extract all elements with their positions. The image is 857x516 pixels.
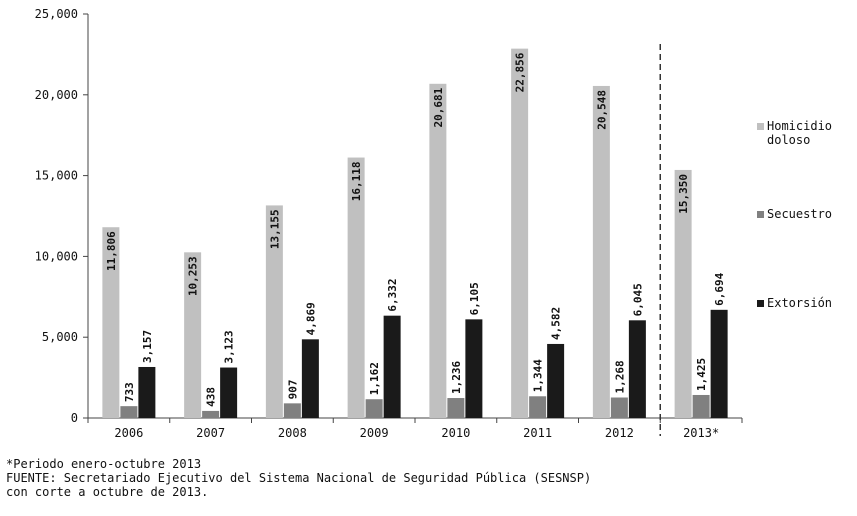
- labels-layer: 11,806 733 3,157 10,253 438 3,123 13,155 907 4,8…: [105, 52, 726, 407]
- legend-label-homicidio: doloso: [767, 133, 810, 147]
- data-label-secuestro: 1,236: [450, 361, 463, 394]
- bar-secuestro: [447, 398, 465, 418]
- y-tick-label: 15,000: [35, 169, 78, 183]
- y-tick-label: 0: [71, 411, 78, 425]
- x-category-label: 2013*: [683, 426, 719, 440]
- bar-secuestro: [283, 403, 301, 418]
- legend-label-extorsion: Extorsión: [767, 296, 832, 310]
- footnote-period: *Periodo enero-octubre 2013: [6, 457, 202, 471]
- bars-layer: [102, 48, 728, 419]
- data-label-extorsion: 6,694: [713, 272, 726, 305]
- data-label-secuestro: 1,425: [695, 358, 708, 391]
- data-label-secuestro: 438: [205, 387, 218, 407]
- legend-label-secuestro: Secuestro: [767, 207, 832, 221]
- data-label-homicidio: 16,118: [350, 162, 363, 202]
- data-label-homicidio: 10,253: [187, 256, 200, 296]
- bar-extorsion: [301, 339, 319, 418]
- data-label-secuestro: 907: [286, 379, 299, 399]
- y-tick-label: 20,000: [35, 88, 78, 102]
- bar-secuestro: [365, 399, 383, 418]
- bar-homicidio: [429, 83, 447, 418]
- x-category-label: 2007: [196, 426, 225, 440]
- bar-homicidio: [184, 252, 202, 418]
- bar-extorsion: [465, 319, 483, 418]
- x-category-label: 2008: [278, 426, 307, 440]
- legend-swatch-secuestro: [757, 211, 764, 218]
- y-tick-label: 5,000: [42, 330, 78, 344]
- legend-label-homicidio: Homicidio: [767, 119, 832, 133]
- bar-secuestro: [610, 397, 628, 418]
- bar-homicidio: [592, 85, 610, 418]
- bar-extorsion: [547, 343, 565, 418]
- bar-homicidio: [265, 205, 283, 418]
- data-label-extorsion: 3,123: [223, 330, 236, 363]
- x-category-label: 2011: [523, 426, 552, 440]
- bar-homicidio: [347, 157, 365, 418]
- data-label-secuestro: 1,344: [532, 359, 545, 392]
- data-label-extorsion: 6,045: [631, 283, 644, 316]
- bar-extorsion: [138, 366, 156, 418]
- data-label-homicidio: 20,681: [432, 87, 445, 127]
- data-label-extorsion: 3,157: [141, 330, 154, 363]
- bar-extorsion: [383, 315, 401, 418]
- footnote-source: FUENTE: Secretariado Ejecutivo del Siste…: [6, 471, 592, 485]
- legend-swatch-extorsion: [757, 300, 764, 307]
- data-label-secuestro: 1,268: [613, 360, 626, 393]
- data-label-extorsion: 4,582: [550, 307, 563, 340]
- legend-swatch-homicidio: [757, 123, 764, 130]
- data-label-homicidio: 11,806: [105, 231, 118, 271]
- bar-homicidio: [511, 48, 529, 419]
- x-category-label: 2006: [114, 426, 143, 440]
- data-label-secuestro: 733: [123, 382, 136, 402]
- axis-layer: 0 5,000 10,000 15,000 20,000 25,000 2006 2007 20…: [35, 7, 743, 440]
- data-label-extorsion: 6,332: [386, 279, 399, 312]
- bar-homicidio: [102, 227, 120, 418]
- data-label-homicidio: 20,548: [595, 90, 608, 130]
- bar-extorsion: [220, 367, 238, 418]
- data-label-secuestro: 1,162: [368, 362, 381, 395]
- bar-secuestro: [529, 396, 547, 418]
- y-tick-label: 10,000: [35, 249, 78, 263]
- bar-secuestro: [120, 406, 138, 418]
- data-label-extorsion: 4,869: [304, 302, 317, 335]
- x-category-label: 2010: [441, 426, 470, 440]
- data-label-homicidio: 22,856: [514, 52, 527, 92]
- bar-extorsion: [710, 309, 728, 418]
- data-label-homicidio: 13,155: [268, 209, 281, 249]
- x-category-label: 2012: [605, 426, 634, 440]
- y-tick-label: 25,000: [35, 7, 78, 21]
- bar-secuestro: [202, 410, 220, 418]
- data-label-homicidio: 15,350: [677, 174, 690, 214]
- x-category-label: 2009: [360, 426, 389, 440]
- footnote-cutoff: con corte a octubre de 2013.: [6, 485, 209, 499]
- data-label-extorsion: 6,105: [468, 282, 481, 315]
- bar-secuestro: [692, 394, 710, 418]
- bar-homicidio: [674, 169, 692, 418]
- bar-extorsion: [628, 320, 646, 418]
